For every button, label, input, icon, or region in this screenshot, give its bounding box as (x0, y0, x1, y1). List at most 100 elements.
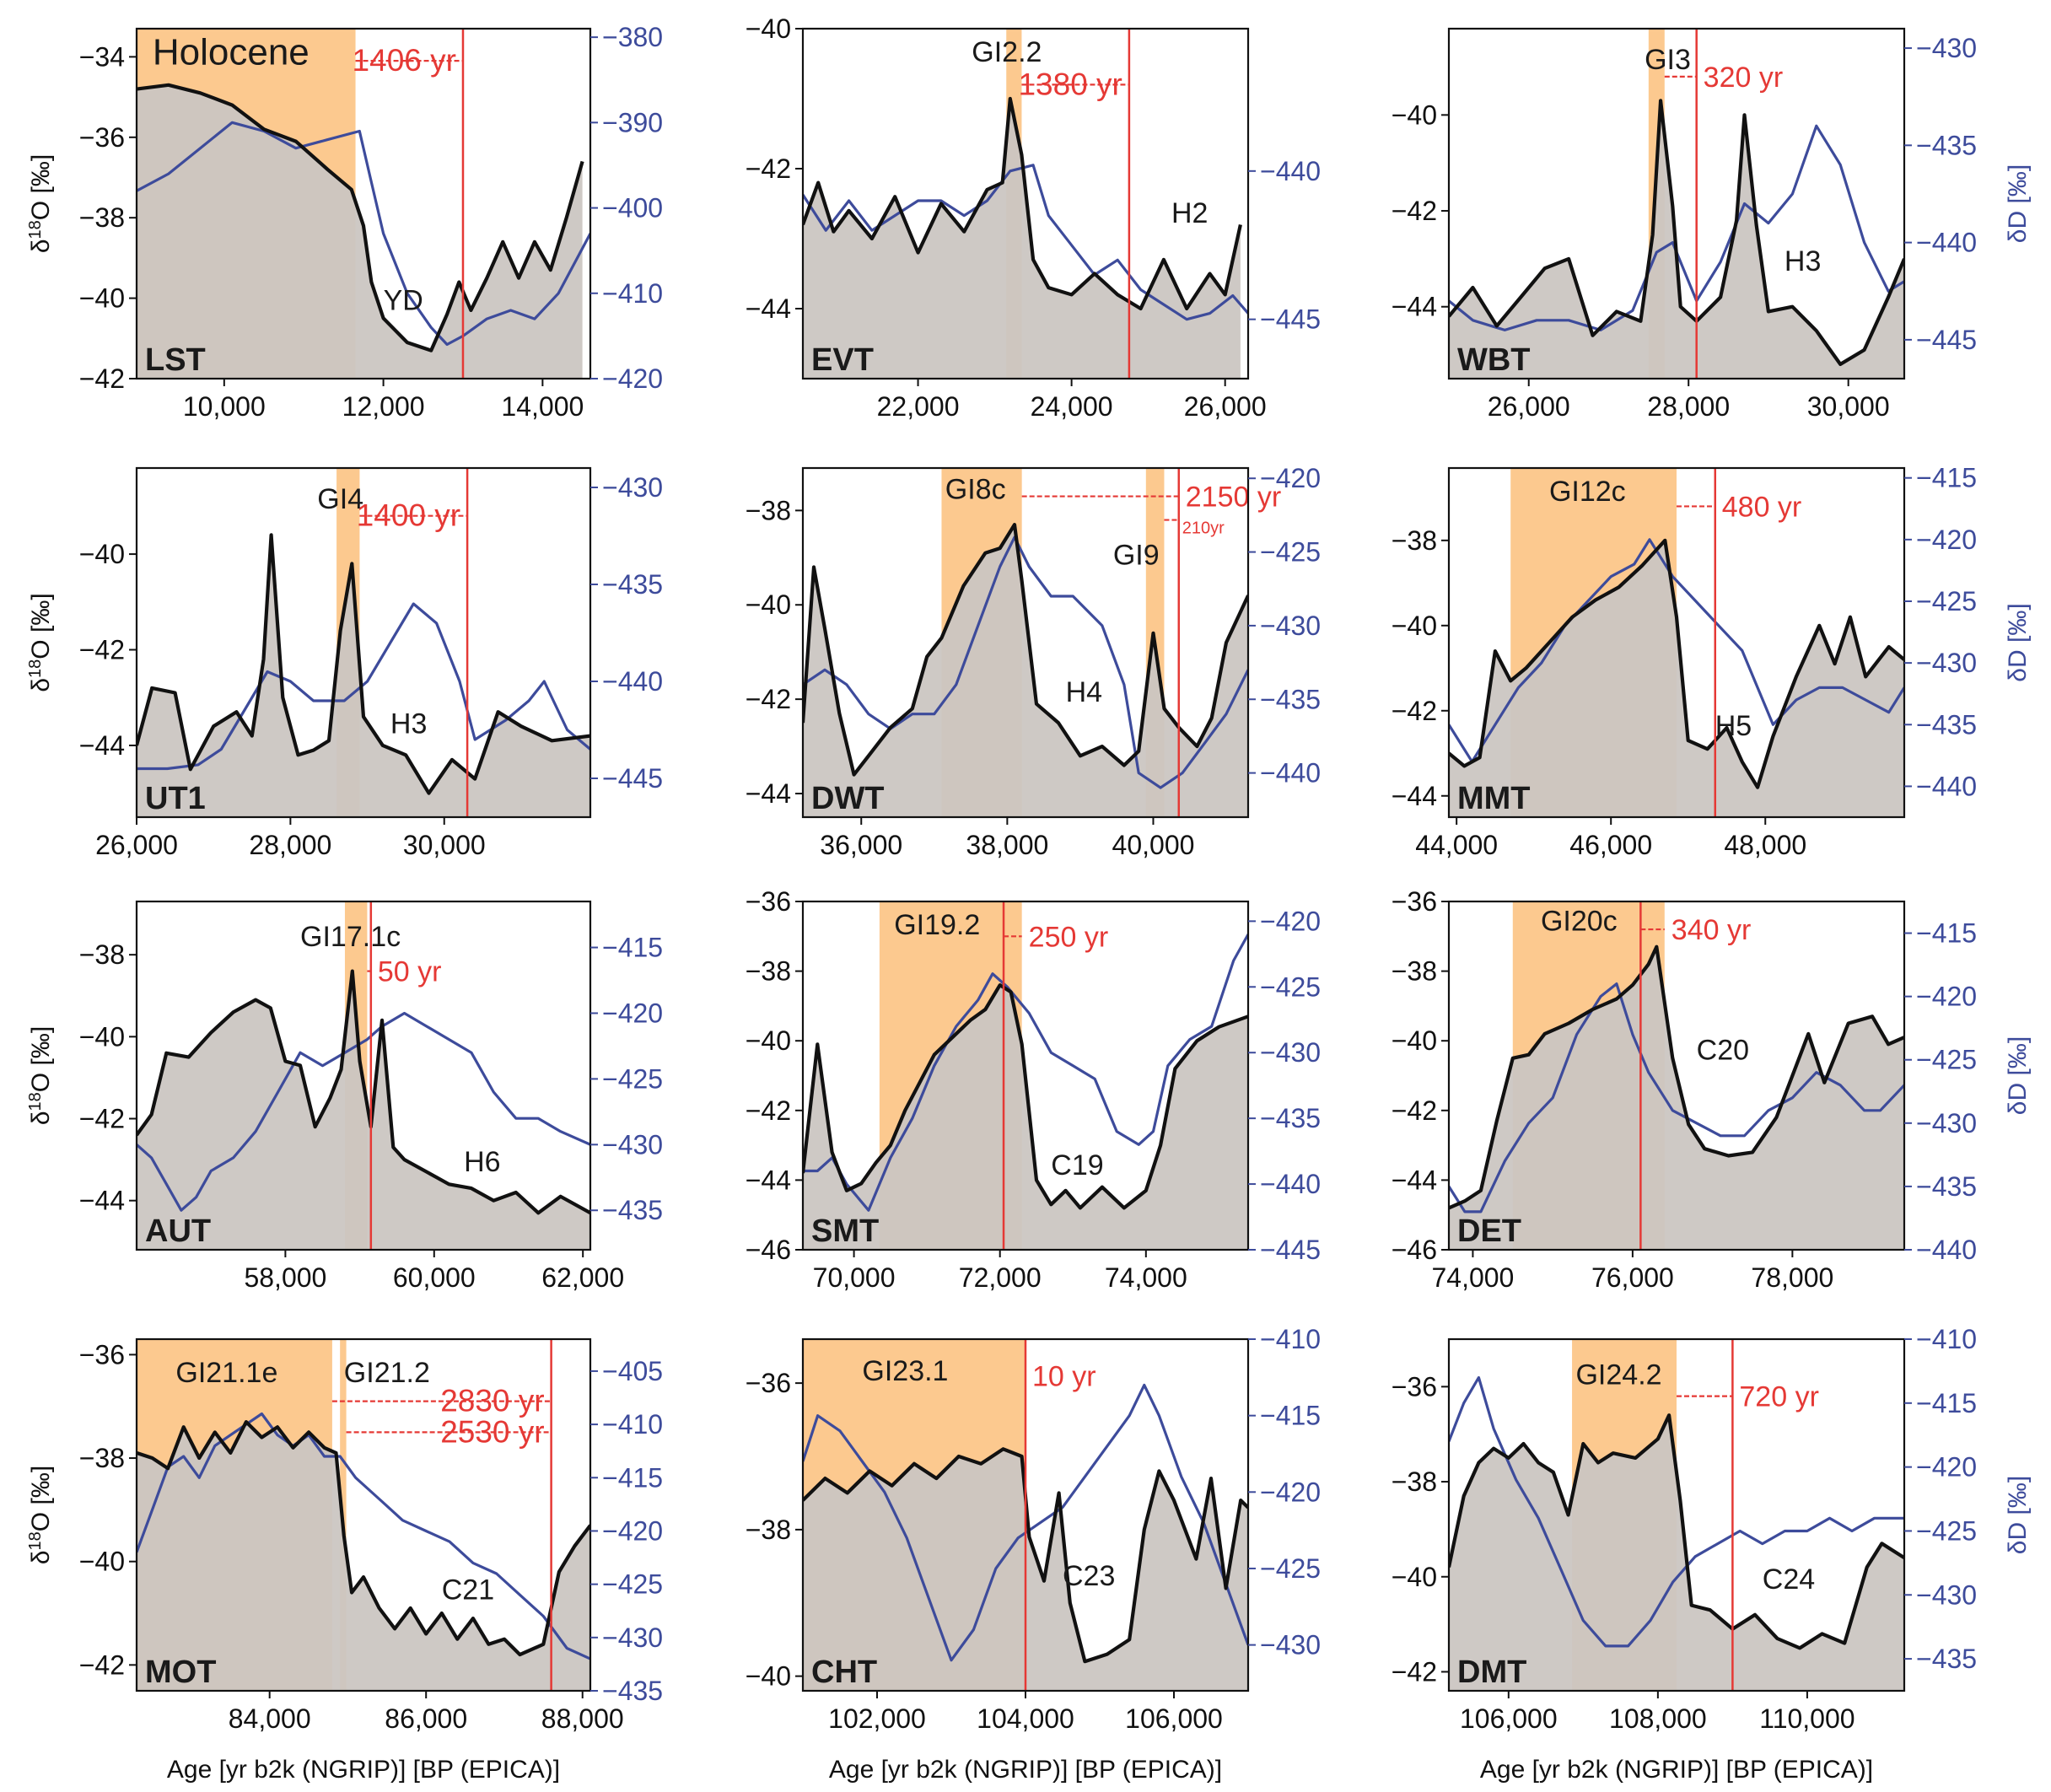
x-tick-label: 102,000 (828, 1703, 926, 1734)
lag-label: 480 yr (1722, 491, 1802, 523)
y-left-tick-label: −38 (746, 956, 791, 987)
y-right-tick-label: −430 (602, 1622, 663, 1653)
y-right-tick-label: −430 (1916, 1108, 1977, 1138)
y-left-tick-label: −44 (746, 1165, 791, 1195)
lag-label: 340 yr (1671, 914, 1752, 946)
y-right-tick-label: −410 (1260, 1324, 1321, 1354)
y-left-tick-label: −42 (79, 363, 125, 394)
y-left-tick-label: −42 (79, 635, 125, 665)
y-right-axis-label: δD [‰] (2004, 1036, 2032, 1115)
x-tick-label: 62,000 (541, 1262, 624, 1293)
y-right-tick-label: −415 (1916, 463, 1977, 493)
event-label: GI12c (1549, 476, 1626, 508)
panel-title: EVT (811, 342, 874, 378)
dD-series-line (137, 121, 590, 347)
y-left-tick-label: −38 (79, 939, 125, 970)
y-right-tick-label: −425 (1916, 1515, 1977, 1546)
panel-title: DMT (1457, 1655, 1526, 1690)
y-left-tick-label: −40 (746, 1661, 791, 1692)
event-label: YD (384, 285, 423, 317)
event-label: GI21.2 (344, 1357, 430, 1389)
d18o-series-line (803, 983, 1248, 1210)
x-tick-label: 26,000 (1184, 391, 1267, 422)
plot-frame (801, 900, 1250, 1251)
y-left-tick-label: −42 (1392, 1095, 1437, 1126)
plot-frame (135, 27, 592, 380)
dD-series-line (803, 535, 1248, 789)
dD-series-line (137, 1412, 590, 1660)
y-right-tick-label: −430 (602, 1129, 663, 1160)
x-tick-label: 22,000 (877, 391, 960, 422)
y-left-axis-label: δ18O [‰] (26, 593, 55, 692)
y-right-tick-label: −425 (602, 1063, 663, 1094)
y-left-axis-label: δ18O [‰] (26, 154, 55, 253)
y-right-tick-label: −440 (1916, 1235, 1977, 1265)
panel-title: SMT (811, 1214, 879, 1249)
y-left-tick-label: −42 (746, 1095, 791, 1126)
y-right-tick-label: −435 (1916, 1644, 1977, 1674)
y-right-tick-label: −440 (1260, 1169, 1321, 1199)
d18o-series-line (137, 1420, 590, 1657)
d18o-series-line (137, 83, 584, 352)
y-left-tick-label: −46 (746, 1235, 791, 1265)
y-right-tick-label: −420 (602, 1515, 663, 1546)
y-left-tick-label: −38 (1392, 525, 1437, 556)
event-label: GI19.2 (894, 909, 980, 941)
plot-frame (801, 27, 1250, 380)
x-tick-label: 86,000 (385, 1703, 467, 1734)
lag-label: 50 yr (378, 956, 442, 988)
y-right-tick-label: −445 (1916, 325, 1977, 355)
event-label: GI9 (1113, 540, 1160, 572)
x-tick-label: 110,000 (1759, 1703, 1855, 1734)
panel-dmt: 720 yr GI24.2 C24 DMT 106,000 108,000 110,000 −… (1392, 1324, 2032, 1784)
panel-lst: 1406 yr Holocene YD LST 10,000 12,000 14,000 −3… (26, 22, 663, 422)
x-tick-label: 30,000 (403, 830, 486, 860)
y-right-tick-label: −435 (1260, 684, 1321, 714)
y-left-tick-label: −42 (746, 153, 791, 184)
x-tick-label: 28,000 (1647, 391, 1730, 422)
x-tick-label: 46,000 (1569, 830, 1652, 860)
lag-label: 2150 yr (1186, 482, 1281, 514)
x-axis-label: Age [yr b2k (NGRIP)] [BP (EPICA)] (167, 1756, 560, 1784)
y-left-tick-label: −42 (79, 1649, 125, 1680)
x-tick-label: 48,000 (1724, 830, 1806, 860)
x-tick-label: 74,000 (1431, 1262, 1514, 1293)
lag-label: 10 yr (1032, 1360, 1096, 1392)
d18o-area (1449, 100, 1904, 379)
dD-series-line (137, 1011, 590, 1212)
x-tick-label: 28,000 (249, 830, 331, 860)
d18o-series-line (1449, 538, 1904, 789)
y-left-tick-label: −40 (746, 589, 791, 620)
y-right-tick-label: −415 (1260, 1401, 1321, 1431)
lag-label: 320 yr (1704, 62, 1783, 94)
y-right-tick-label: −415 (602, 1462, 663, 1493)
event-label: H6 (464, 1146, 500, 1178)
y-left-tick-label: −46 (1392, 1235, 1437, 1265)
y-right-tick-label: −435 (1916, 1171, 1977, 1202)
d18o-area (803, 525, 1248, 817)
panel-title: AUT (145, 1214, 211, 1249)
plot-frame (801, 466, 1250, 819)
y-right-tick-label: −435 (602, 569, 663, 600)
y-left-axis-label-rest: O [‰] (27, 1026, 55, 1092)
d18o-series-line (803, 523, 1248, 777)
panel-title: UT1 (145, 781, 206, 816)
y-left-tick-label: −40 (1392, 1562, 1437, 1592)
y-left-tick-label: −40 (79, 1547, 125, 1577)
panel-dwt: 2150 yr 210yr GI8c GI9 H4 DWT 36,000 38,000 40,0… (746, 463, 1321, 860)
y-left-tick-label: −40 (79, 539, 125, 569)
y-right-tick-label: −430 (1916, 1579, 1977, 1610)
y-right-tick-label: −415 (1916, 918, 1977, 949)
y-left-tick-label: −40 (1392, 611, 1437, 641)
y-right-axis-label: δD [‰] (2004, 603, 2032, 681)
x-tick-label: 84,000 (229, 1703, 311, 1734)
y-left-tick-label: −44 (1392, 781, 1437, 811)
plot-frame (1447, 900, 1906, 1251)
y-right-tick-label: −440 (602, 666, 663, 697)
y-right-tick-label: −440 (1916, 771, 1977, 801)
y-right-tick-label: −435 (602, 1676, 663, 1706)
x-tick-label: 38,000 (966, 830, 1048, 860)
